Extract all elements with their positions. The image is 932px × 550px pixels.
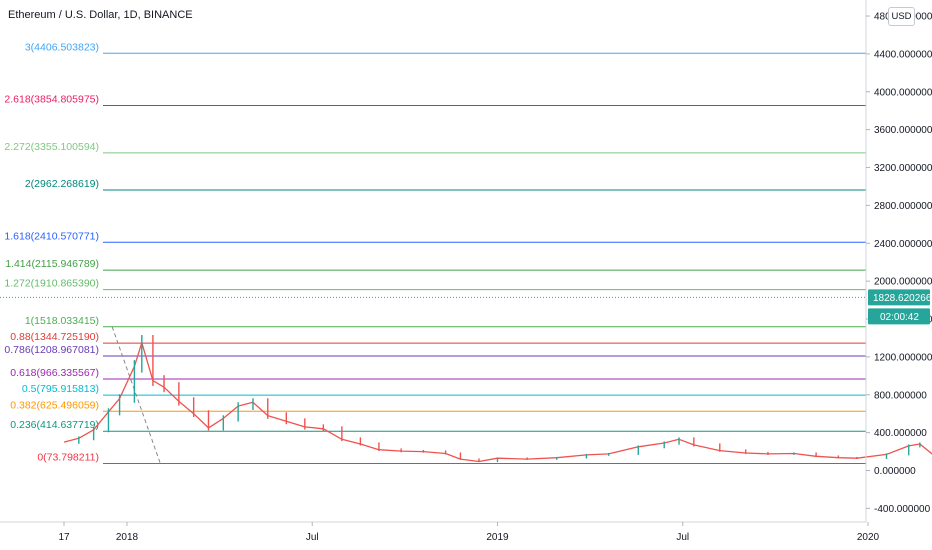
y-tick-label: 3200.000000 [874, 163, 932, 174]
fib-level-label: 3(4406.503823) [25, 41, 99, 53]
y-tick-label: 4400.000000 [874, 49, 932, 60]
y-tick-label: 3600.000000 [874, 125, 932, 136]
fib-level-label: 0.382(625.496059) [10, 399, 99, 411]
last-price-label: 1828.620266 [873, 293, 932, 304]
countdown-tag [868, 308, 930, 325]
x-tick-label: Jul [676, 532, 689, 543]
y-tick-label: 2000.000000 [874, 277, 932, 288]
x-tick-label: 17 [58, 532, 70, 543]
fib-level-label: 0.5(795.915813) [22, 383, 99, 395]
fib-level-label: 1(1518.033415) [25, 315, 99, 327]
y-tick-label: 2400.000000 [874, 239, 932, 250]
fib-level-label: 0.236(414.637719) [10, 419, 99, 431]
x-tick-label: 2020 [857, 532, 880, 543]
fib-level-label: 1.272(1910.865390) [4, 278, 99, 290]
y-tick-label: 1200.000000 [874, 352, 932, 363]
price-series-line [63, 342, 932, 463]
y-tick-label: 2800.000000 [874, 201, 932, 212]
y-tick-label: 800.000000 [874, 390, 927, 401]
fib-trend-line [111, 326, 161, 464]
y-tick-label: 4000.000000 [874, 87, 932, 98]
countdown-label: 02:00:42 [880, 312, 919, 323]
fib-level-label: 0.786(1208.967081) [4, 344, 99, 356]
y-tick-label: -400.000000 [874, 504, 931, 515]
x-tick-label: Jul [306, 532, 319, 543]
y-tick-label: 0.000000 [874, 466, 916, 477]
fib-level-label: 0.88(1344.725190) [10, 331, 99, 343]
currency-button[interactable]: USD [888, 7, 915, 26]
last-price-tag [868, 289, 930, 306]
fib-level-label: 0(73.798211) [37, 452, 99, 464]
fib-level-label: 2.272(3355.100594) [4, 141, 99, 153]
x-tick-label: 2019 [486, 532, 509, 543]
fib-level-label: 1.414(2115.946789) [5, 258, 99, 270]
fib-level-label: 2(2962.268619) [25, 178, 99, 190]
y-tick-label: 400.000000 [874, 428, 927, 439]
fib-level-label: 2.618(3854.805975) [4, 94, 99, 106]
fib-level-label: 0.618(966.335567) [10, 367, 99, 379]
x-tick-label: 2018 [116, 532, 139, 543]
chart-title: Ethereum / U.S. Dollar, 1D, BINANCE [8, 9, 193, 21]
fib-level-label: 1.618(2410.570771) [4, 230, 99, 242]
